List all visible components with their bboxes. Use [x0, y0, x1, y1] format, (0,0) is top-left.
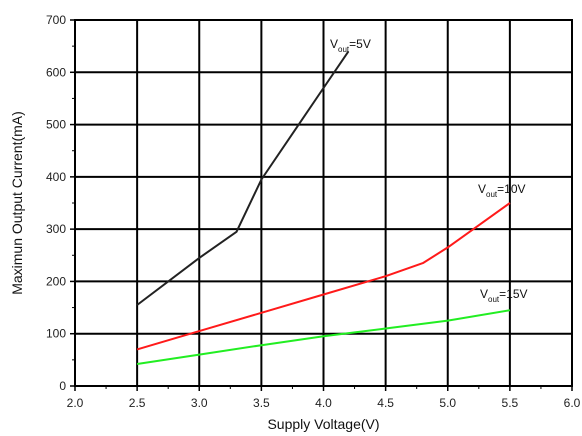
series-label-main: V	[480, 287, 488, 301]
y-tick-label: 100	[46, 327, 66, 341]
series-line	[136, 309, 511, 365]
series-label: Vout=5V	[330, 37, 371, 54]
x-tick-label: 3.5	[253, 396, 270, 410]
series-label-rest: =15V	[499, 287, 527, 301]
series-label-subscript: out	[486, 190, 498, 199]
series-lines	[136, 50, 511, 365]
series-label-subscript: out	[338, 45, 350, 54]
x-tick-label: 2.5	[129, 396, 146, 410]
x-tick-label: 6.0	[564, 396, 581, 410]
grid	[75, 20, 572, 386]
series-label: Vout=10V	[478, 182, 526, 199]
y-tick-label: 400	[46, 170, 66, 184]
y-tick-label: 700	[46, 13, 66, 27]
y-tick-label: 500	[46, 118, 66, 132]
series-label: Vout=15V	[480, 287, 528, 304]
x-tick-label: 5.0	[439, 396, 456, 410]
x-axis-title: Supply Voltage(V)	[267, 416, 379, 432]
y-tick-label: 0	[59, 379, 66, 393]
x-tick-label: 4.5	[377, 396, 394, 410]
y-axis-title: Maximun Output Current(mA)	[9, 111, 25, 295]
x-tick-label: 4.0	[315, 396, 332, 410]
x-tick-label: 3.0	[191, 396, 208, 410]
series-line	[136, 202, 511, 351]
x-tick-label: 5.5	[502, 396, 519, 410]
series-label-rest: =10V	[497, 182, 525, 196]
y-tick-label: 200	[46, 274, 66, 288]
series-line	[136, 50, 350, 306]
series-label-rest: =5V	[349, 37, 371, 51]
y-tick-label: 300	[46, 222, 66, 236]
series-label-main: V	[330, 37, 338, 51]
series-label-subscript: out	[488, 295, 500, 304]
series-label-main: V	[478, 182, 486, 196]
y-tick-label: 600	[46, 65, 66, 79]
x-tick-label: 2.0	[67, 396, 84, 410]
ticks: 2.0 2.5 3.0 3.5 4.0 4.5 5.0 5.5 6.0 0 100 200 300 400…	[46, 13, 581, 410]
